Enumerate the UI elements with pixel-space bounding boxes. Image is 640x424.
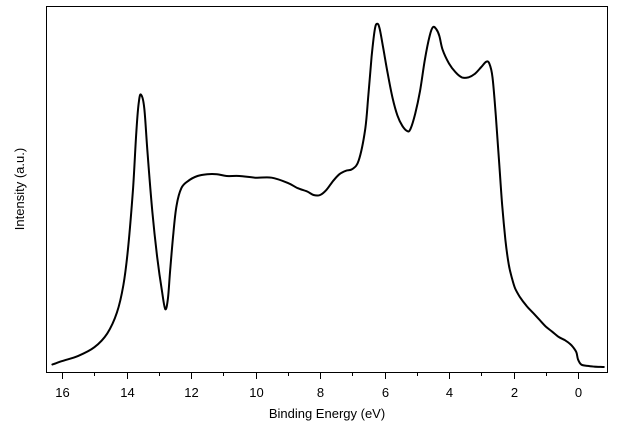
x-axis-ticks (62, 372, 579, 379)
x-tick-label: 2 (511, 385, 518, 400)
x-tick-label: 10 (249, 385, 263, 400)
y-axis-label: Intensity (a.u.) (12, 148, 27, 230)
x-tick-label: 16 (55, 385, 69, 400)
x-axis-tick-labels: 16 14 12 10 8 6 4 2 0 (55, 385, 582, 400)
x-axis-label: Binding Energy (eV) (269, 406, 385, 421)
x-tick-label: 0 (575, 385, 582, 400)
x-tick-label: 8 (317, 385, 324, 400)
x-tick-label: 6 (382, 385, 389, 400)
x-tick-label: 4 (446, 385, 453, 400)
spectrum-line (51, 22, 605, 368)
plot-frame (46, 6, 608, 373)
x-tick-label: 14 (120, 385, 134, 400)
x-tick-label: 12 (184, 385, 198, 400)
